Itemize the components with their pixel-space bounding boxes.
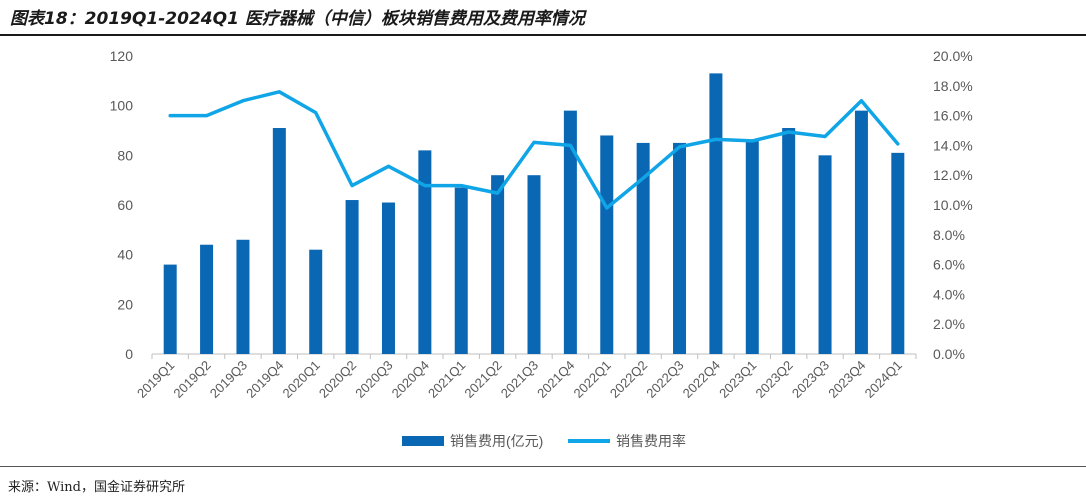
x-tick-label: 2019Q1 <box>134 358 177 401</box>
bar-sales-expense <box>381 202 395 354</box>
y-right-tick-label: 14.0% <box>933 137 973 153</box>
x-tick-label: 2019Q2 <box>170 358 213 401</box>
source-note: 来源：Wind，国金证券研究所 <box>8 480 185 495</box>
x-tick-label: 2020Q3 <box>352 358 395 401</box>
x-tick-label: 2020Q2 <box>316 358 359 401</box>
x-tick-label: 2023Q2 <box>752 358 795 401</box>
bar-sales-expense <box>854 110 868 354</box>
bar-sales-expense <box>563 110 577 354</box>
x-tick-label: 2023Q3 <box>789 358 832 401</box>
bar-sales-expense <box>709 73 723 354</box>
y-left-tick-label: 40 <box>117 247 133 263</box>
bar-sales-expense <box>600 135 614 354</box>
title-bar: 图表18：2019Q1-2024Q1 医疗器械（中信）板块销售费用及费用率情况 <box>0 0 1086 36</box>
y-left-tick-label: 80 <box>117 147 133 163</box>
combo-chart: 0 20 40 60 80 100 120 0.0% 2.0% 4.0% 6.0% 8.0% 10.0%… <box>110 48 973 449</box>
x-tick-label: 2020Q4 <box>389 358 432 401</box>
bar-sales-expense <box>418 150 432 354</box>
y-right-tick-label: 10.0% <box>933 197 973 213</box>
y-left-tick-label: 20 <box>117 296 133 312</box>
x-tick-label: 2019Q3 <box>207 358 250 401</box>
x-tick-label: 2023Q4 <box>825 358 868 401</box>
bar-sales-expense <box>527 175 541 354</box>
x-tick-label: 2022Q3 <box>643 358 686 401</box>
x-tick-label: 2020Q1 <box>280 358 323 401</box>
y-right-tick-label: 0.0% <box>933 346 965 362</box>
x-tick-label: 2019Q4 <box>243 358 286 401</box>
x-tick-label: 2021Q3 <box>498 358 541 401</box>
x-tick-label: 2022Q4 <box>680 358 723 401</box>
chart-area: 0 20 40 60 80 100 120 0.0% 2.0% 4.0% 6.0% 8.0% 10.0%… <box>0 36 1086 466</box>
x-tick-label: 2021Q2 <box>461 358 504 401</box>
x-tick-label: 2021Q4 <box>534 358 577 401</box>
y-left-tick-label: 0 <box>125 346 133 362</box>
bar-sales-expense <box>200 244 214 354</box>
bar-sales-expense <box>272 128 286 354</box>
bar-sales-expense <box>345 200 359 354</box>
y-left-tick-label: 60 <box>117 197 133 213</box>
legend-bar-swatch <box>402 436 444 446</box>
bar-sales-expense <box>236 239 250 354</box>
x-tick-label: 2022Q2 <box>607 358 650 401</box>
y-right-tick-label: 4.0% <box>933 286 965 302</box>
y-right-tick-label: 2.0% <box>933 316 965 332</box>
bar-sales-expense <box>891 152 905 354</box>
y-right-tick-label: 18.0% <box>933 78 973 94</box>
y-right-tick-label: 6.0% <box>933 257 965 273</box>
y-right-tick-label: 12.0% <box>933 167 973 183</box>
bar-sales-expense <box>163 264 177 354</box>
y-left-tick-label: 100 <box>110 98 134 114</box>
y-right-tick-label: 16.0% <box>933 108 973 124</box>
footer-divider <box>0 466 1086 467</box>
legend-bar-label: 销售费用(亿元) <box>450 433 543 449</box>
bar-sales-expense <box>309 249 323 354</box>
x-tick-label: 2023Q1 <box>716 358 759 401</box>
y-left-tick-label: 120 <box>110 48 134 64</box>
chart-title: 图表18：2019Q1-2024Q1 医疗器械（中信）板块销售费用及费用率情况 <box>10 9 585 29</box>
bar-sales-expense <box>818 155 832 354</box>
bar-sales-expense <box>745 140 759 354</box>
bar-sales-expense <box>454 187 468 354</box>
x-tick-label: 2024Q1 <box>862 358 905 401</box>
y-right-tick-label: 8.0% <box>933 227 965 243</box>
legend-line-label: 销售费用率 <box>616 433 686 449</box>
bar-sales-expense <box>782 128 796 354</box>
bar-sales-expense <box>673 142 687 354</box>
y-right-tick-label: 20.0% <box>933 48 973 64</box>
bar-sales-expense <box>636 142 650 354</box>
bar-sales-expense <box>491 175 505 354</box>
x-tick-label: 2022Q1 <box>571 358 614 401</box>
x-tick-label: 2021Q1 <box>425 358 468 401</box>
